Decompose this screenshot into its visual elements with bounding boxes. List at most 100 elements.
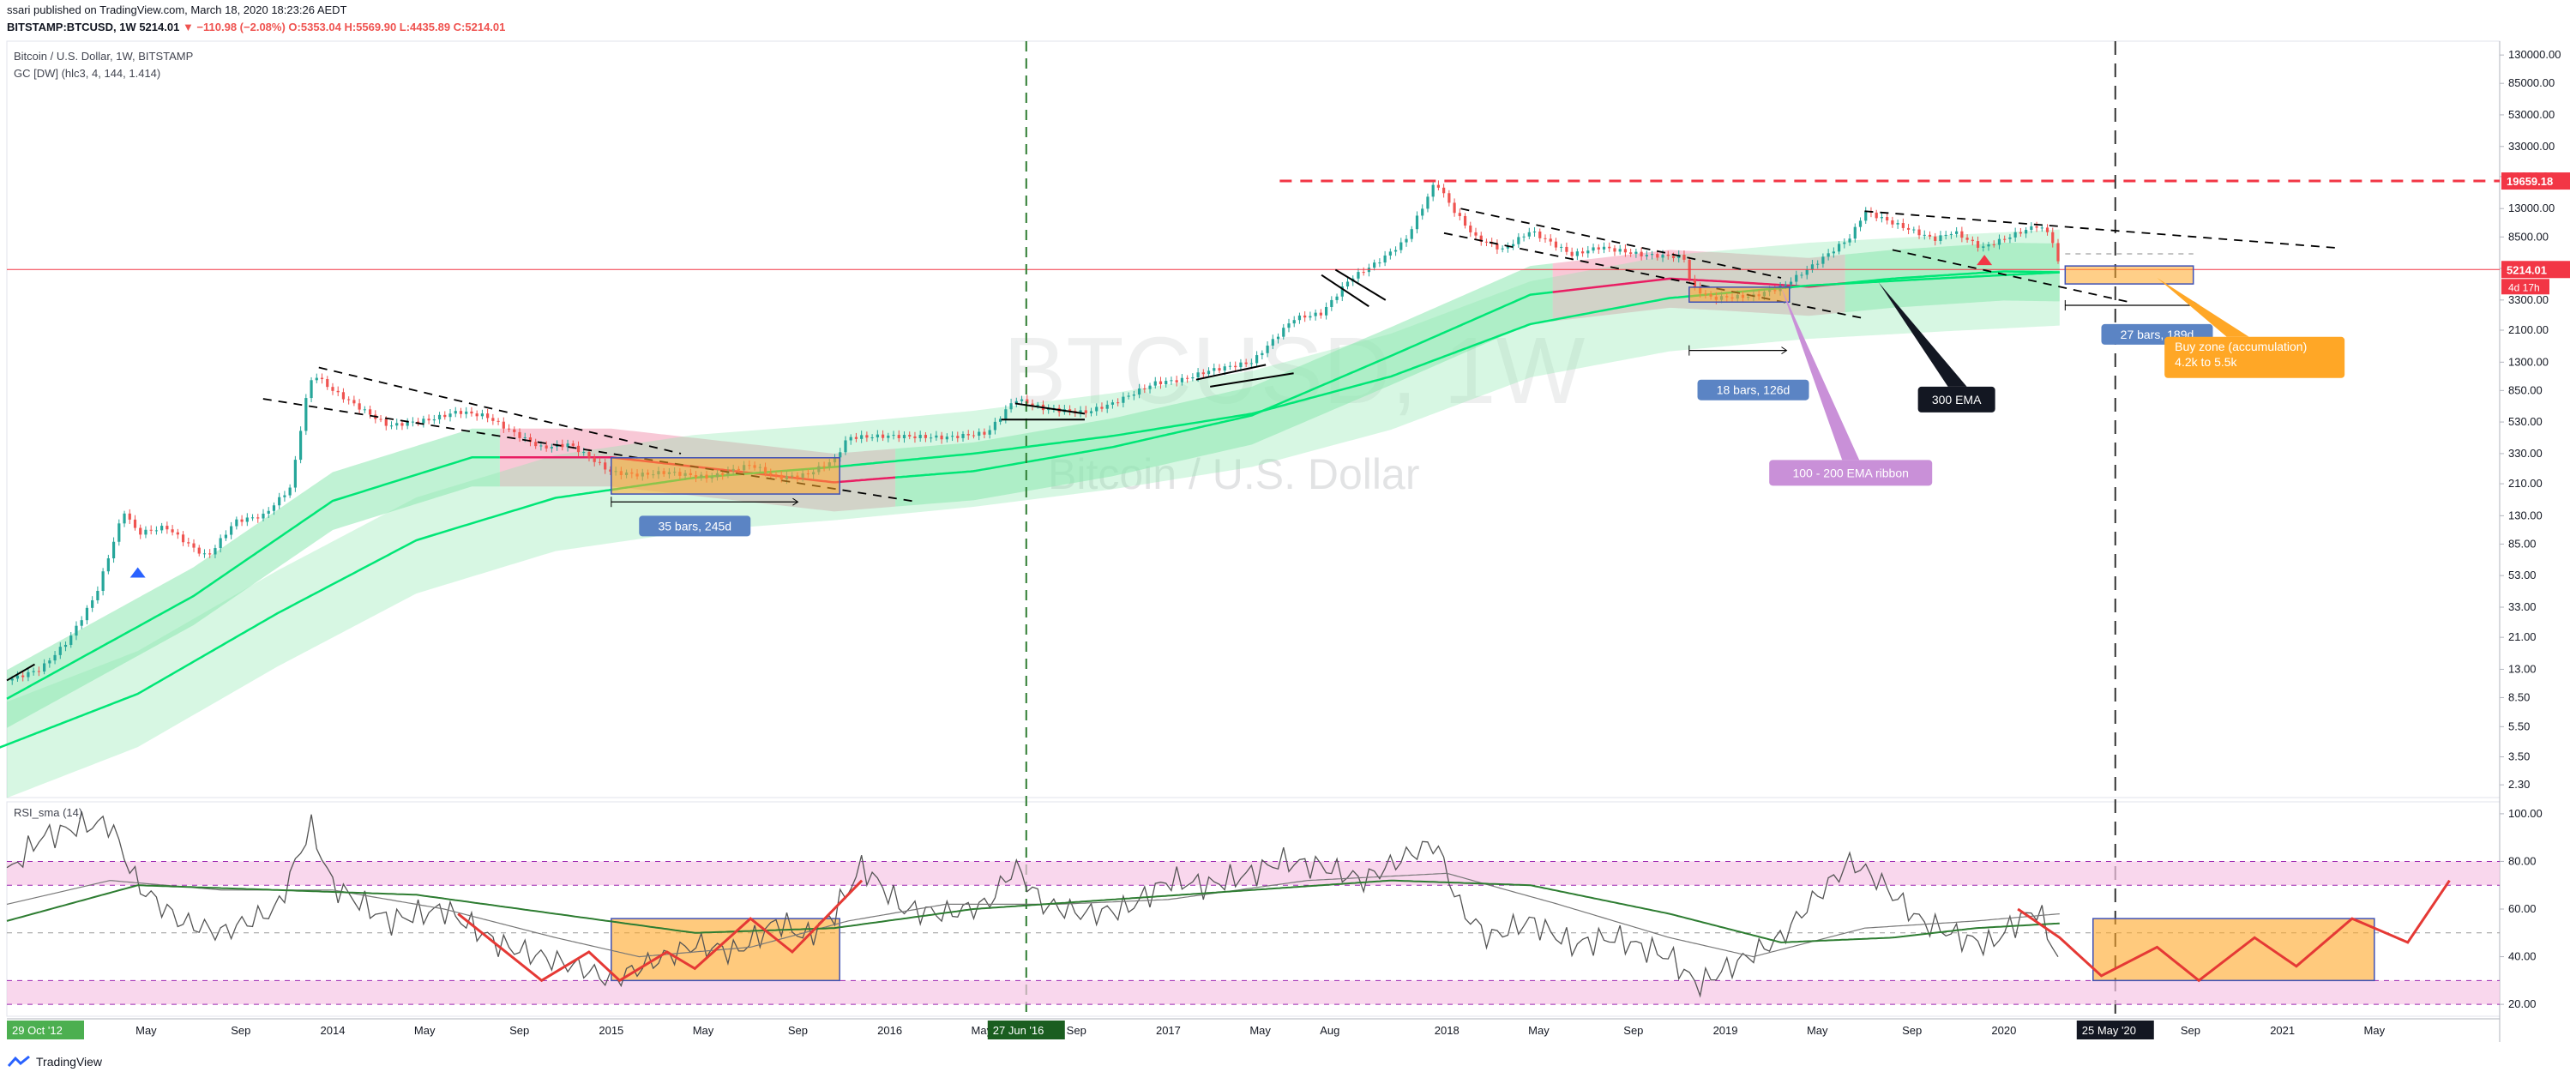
price-tick-label: 53000.00 — [2508, 108, 2555, 121]
price-candle — [892, 435, 895, 437]
time-axis-highlight-label: 27 Jun '16 — [993, 1024, 1044, 1037]
price-candle — [384, 419, 388, 426]
price-candle — [293, 460, 297, 488]
price-candle — [561, 443, 564, 448]
time-tick-label: Sep — [788, 1024, 808, 1037]
price-candle — [887, 435, 890, 438]
price-candle — [1324, 306, 1328, 316]
price-candle — [1976, 241, 1980, 248]
price-candle — [1297, 315, 1302, 321]
price-candle — [1068, 409, 1072, 412]
price-candle — [534, 442, 538, 447]
ema-300-band — [7, 229, 2060, 798]
price-candle — [1431, 184, 1435, 197]
up-triangle-marker — [129, 567, 146, 578]
price-candle — [1458, 213, 1461, 216]
price-tick-label: 3.50 — [2508, 750, 2530, 762]
price-candle — [1650, 254, 1654, 256]
trend-line — [1195, 364, 1267, 381]
price-candle — [2003, 238, 2007, 240]
price-candle — [1960, 231, 1964, 238]
price-tick-label: 2100.00 — [2508, 323, 2549, 336]
price-candle — [475, 413, 478, 417]
accumulation-box — [611, 457, 840, 495]
trend-line — [1321, 274, 1369, 308]
price-candle — [1623, 249, 1628, 253]
rsi-line — [6, 811, 2059, 998]
price-candle — [358, 403, 361, 410]
price-candle — [32, 671, 35, 672]
buy-zone-box — [2064, 265, 2194, 285]
price-tick-label: 13.00 — [2508, 662, 2537, 675]
price-candle — [604, 462, 607, 470]
price-candle — [1282, 328, 1285, 337]
price-candle — [1549, 238, 1552, 242]
price-candle — [181, 534, 185, 543]
price-candle — [166, 526, 169, 530]
price-candle — [96, 591, 99, 600]
time-tick-label: May — [414, 1024, 436, 1037]
price-tick-label: 1300.00 — [2508, 355, 2549, 368]
price-candle — [144, 529, 147, 535]
price-candle — [320, 377, 324, 380]
ohlc-values: O:5353.04 H:5569.90 L:4435.89 C:5214.01 — [288, 21, 506, 33]
price-candle — [1436, 184, 1441, 188]
measure-arrow-head — [792, 497, 799, 506]
price-candle — [1089, 411, 1093, 413]
accumulation-box — [1688, 286, 1791, 303]
price-candle — [1132, 394, 1135, 396]
price-candle — [1987, 244, 1990, 247]
time-axis-highlight — [7, 1021, 84, 1039]
price-candle — [1223, 366, 1226, 371]
price-candle — [945, 437, 948, 440]
price-candle — [1618, 249, 1622, 252]
price-candle — [1159, 381, 1163, 385]
price-candle — [1997, 238, 2001, 245]
price-candle — [1036, 404, 1039, 407]
price-tick-label: 8500.00 — [2508, 230, 2549, 243]
price-candle — [854, 437, 858, 439]
price-candle — [1575, 251, 1579, 256]
price-label: 19659.18 — [2507, 175, 2553, 188]
price-candle — [502, 421, 505, 429]
price-candle — [1116, 402, 1120, 404]
price-candle — [1388, 251, 1392, 256]
price-tick-label: 330.00 — [2508, 447, 2543, 460]
ribbon-center-line — [6, 456, 500, 700]
price-candle — [1153, 381, 1157, 386]
price-candle — [1207, 370, 1211, 375]
price-candle — [1949, 233, 1953, 235]
price-candle — [1501, 248, 1504, 250]
price-candle — [1875, 212, 1878, 219]
ribbon-center-line — [1845, 270, 2060, 285]
price-candle — [1148, 385, 1152, 389]
price-candle — [961, 433, 965, 438]
price-candle — [1122, 396, 1125, 403]
price-candle — [897, 435, 900, 438]
price-candle — [379, 419, 382, 420]
price-candle — [1795, 274, 1798, 282]
price-candle — [1982, 246, 1985, 248]
price-candle — [1827, 253, 1830, 257]
time-tick-label: 2017 — [1156, 1024, 1181, 1037]
price-candle — [1165, 381, 1168, 385]
price-candle — [208, 553, 212, 555]
price-candle — [935, 435, 938, 438]
rsi-tick-label: 40.00 — [2508, 950, 2537, 963]
time-tick-label: 2019 — [1713, 1024, 1738, 1037]
price-candle — [908, 435, 912, 437]
price-tick-label: 850.00 — [2508, 383, 2543, 396]
price-candle — [240, 519, 244, 522]
price-candle — [876, 434, 879, 438]
price-candle — [1848, 238, 1851, 243]
price-candle — [117, 523, 121, 542]
price-candle — [1538, 231, 1542, 238]
tradingview-brand[interactable]: TradingView — [7, 1055, 102, 1069]
price-candle — [128, 513, 131, 520]
time-tick-label: 2020 — [1991, 1024, 2016, 1037]
price-candle — [576, 445, 581, 453]
price-candle — [1554, 241, 1558, 248]
resistance-trend-line — [318, 366, 682, 455]
price-candle — [411, 421, 415, 423]
